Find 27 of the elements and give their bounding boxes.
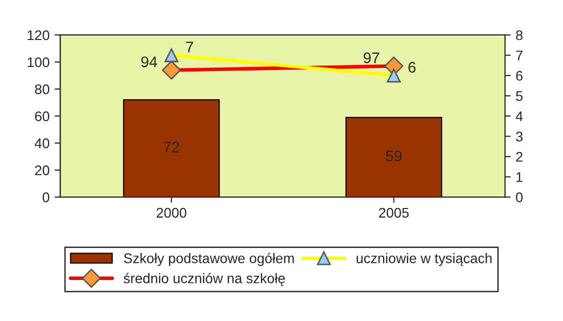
y2-tick-label: 2	[516, 152, 522, 162]
y2-tick-label: 6	[516, 70, 523, 81]
y2-tick-label: 3	[516, 132, 523, 142]
y2-tick-label: 4	[516, 112, 523, 122]
y-tick-label: 100	[28, 57, 50, 68]
data-label: 94	[141, 56, 158, 68]
y-tick-label: 120	[28, 30, 50, 40]
data-label: 59	[386, 150, 402, 162]
y2-tick-label: 7	[516, 50, 522, 60]
legend-label: średnio uczniów na szkołę	[124, 272, 285, 286]
x-tick-label: 2005	[379, 208, 409, 218]
y-tick-label: 80	[34, 84, 50, 94]
y-tick-label: 20	[35, 165, 50, 176]
y-tick-label: 40	[34, 138, 50, 148]
legend-label: Szkoły podstawowe ogółem	[124, 252, 294, 266]
data-label: 72	[164, 142, 180, 152]
x-tick-label: 2000	[156, 208, 186, 218]
y2-tick-label: 8	[516, 30, 523, 40]
data-label: 7	[186, 42, 194, 52]
data-label: 97	[364, 52, 380, 64]
data-label: 6	[408, 62, 416, 73]
y-tick-label: 0	[42, 192, 50, 202]
legend-label: uczniowie w tysiącach	[356, 253, 492, 266]
y2-tick-label: 5	[516, 91, 523, 101]
y2-tick-label: 1	[516, 172, 522, 182]
y2-tick-label: 0	[516, 192, 523, 202]
y-tick-label: 60	[35, 111, 50, 122]
